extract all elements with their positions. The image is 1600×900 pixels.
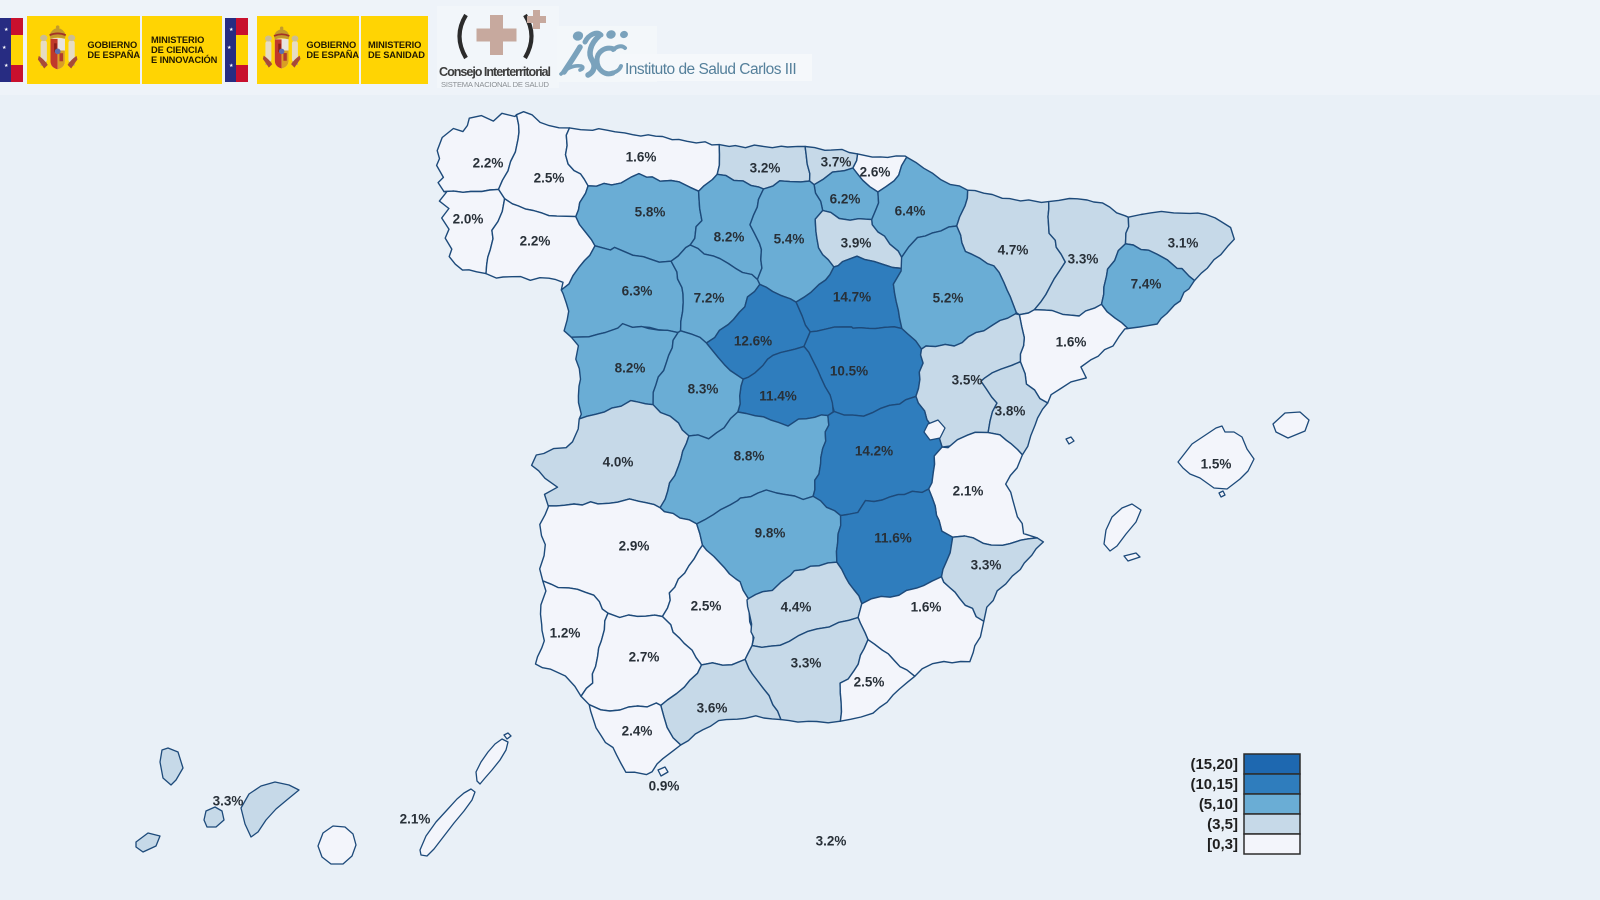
svg-text:5.2%: 5.2% bbox=[933, 291, 964, 306]
svg-text:1.5%: 1.5% bbox=[1201, 457, 1232, 472]
svg-text:8.8%: 8.8% bbox=[734, 449, 765, 464]
svg-text:1.2%: 1.2% bbox=[550, 626, 581, 641]
svg-text:3.1%: 3.1% bbox=[1168, 236, 1199, 251]
svg-text:2.5%: 2.5% bbox=[691, 599, 722, 614]
svg-text:6.2%: 6.2% bbox=[830, 192, 861, 207]
svg-text:2.1%: 2.1% bbox=[953, 484, 984, 499]
svg-text:8.3%: 8.3% bbox=[688, 382, 719, 397]
svg-text:11.4%: 11.4% bbox=[759, 389, 797, 404]
svg-text:6.3%: 6.3% bbox=[622, 284, 653, 299]
svg-text:Instituto de Salud Carlos III: Instituto de Salud Carlos III bbox=[625, 61, 797, 78]
svg-text:3.8%: 3.8% bbox=[995, 404, 1026, 419]
svg-text:2.1%: 2.1% bbox=[400, 812, 431, 827]
svg-text:2.6%: 2.6% bbox=[860, 165, 891, 180]
svg-text:2.4%: 2.4% bbox=[622, 724, 653, 739]
svg-text:(5,10]: (5,10] bbox=[1199, 796, 1238, 813]
svg-text:3.3%: 3.3% bbox=[791, 656, 822, 671]
svg-text:2.7%: 2.7% bbox=[629, 650, 660, 665]
svg-text:2.5%: 2.5% bbox=[854, 675, 885, 690]
svg-text:(10,15]: (10,15] bbox=[1190, 776, 1238, 793]
svg-text:SISTEMA NACIONAL DE SALUD: SISTEMA NACIONAL DE SALUD bbox=[441, 80, 550, 89]
svg-text:11.6%: 11.6% bbox=[874, 531, 912, 546]
svg-text:7.2%: 7.2% bbox=[694, 291, 725, 306]
svg-text:3.2%: 3.2% bbox=[750, 161, 781, 176]
svg-text:7.4%: 7.4% bbox=[1131, 277, 1162, 292]
svg-text:4.7%: 4.7% bbox=[998, 243, 1029, 258]
svg-text:1.6%: 1.6% bbox=[911, 600, 942, 615]
svg-text:3.5%: 3.5% bbox=[952, 373, 983, 388]
svg-text:4.4%: 4.4% bbox=[781, 600, 812, 615]
svg-text:5.8%: 5.8% bbox=[635, 205, 666, 220]
svg-text:12.6%: 12.6% bbox=[734, 334, 772, 349]
svg-text:(3,5]: (3,5] bbox=[1207, 816, 1238, 833]
svg-text:3.7%: 3.7% bbox=[821, 155, 852, 170]
svg-text:Consejo Interterritorial: Consejo Interterritorial bbox=[439, 65, 551, 79]
svg-text:5.4%: 5.4% bbox=[774, 232, 805, 247]
svg-text:6.4%: 6.4% bbox=[895, 204, 926, 219]
svg-text:4.0%: 4.0% bbox=[603, 455, 634, 470]
svg-text:3.2%: 3.2% bbox=[816, 834, 847, 849]
svg-text:2.5%: 2.5% bbox=[534, 171, 565, 186]
svg-text:3.3%: 3.3% bbox=[1068, 252, 1099, 267]
svg-text:2.2%: 2.2% bbox=[520, 234, 551, 249]
svg-text:9.8%: 9.8% bbox=[755, 526, 786, 541]
svg-text:3.3%: 3.3% bbox=[971, 558, 1002, 573]
svg-text:10.5%: 10.5% bbox=[830, 364, 868, 379]
svg-text:3.9%: 3.9% bbox=[841, 236, 872, 251]
svg-text:(15,20]: (15,20] bbox=[1190, 756, 1238, 773]
svg-text:3.6%: 3.6% bbox=[697, 701, 728, 716]
svg-text:14.2%: 14.2% bbox=[855, 444, 893, 459]
svg-text:2.0%: 2.0% bbox=[453, 212, 484, 227]
svg-text:14.7%: 14.7% bbox=[833, 290, 871, 305]
svg-text:3.3%: 3.3% bbox=[213, 794, 244, 809]
svg-text:[0,3]: [0,3] bbox=[1207, 836, 1238, 853]
svg-text:8.2%: 8.2% bbox=[714, 230, 745, 245]
svg-text:2.2%: 2.2% bbox=[473, 156, 504, 171]
svg-text:0.9%: 0.9% bbox=[649, 779, 680, 794]
svg-text:8.2%: 8.2% bbox=[615, 361, 646, 376]
svg-text:1.6%: 1.6% bbox=[1056, 335, 1087, 350]
svg-text:2.9%: 2.9% bbox=[619, 539, 650, 554]
svg-text:1.6%: 1.6% bbox=[626, 150, 657, 165]
